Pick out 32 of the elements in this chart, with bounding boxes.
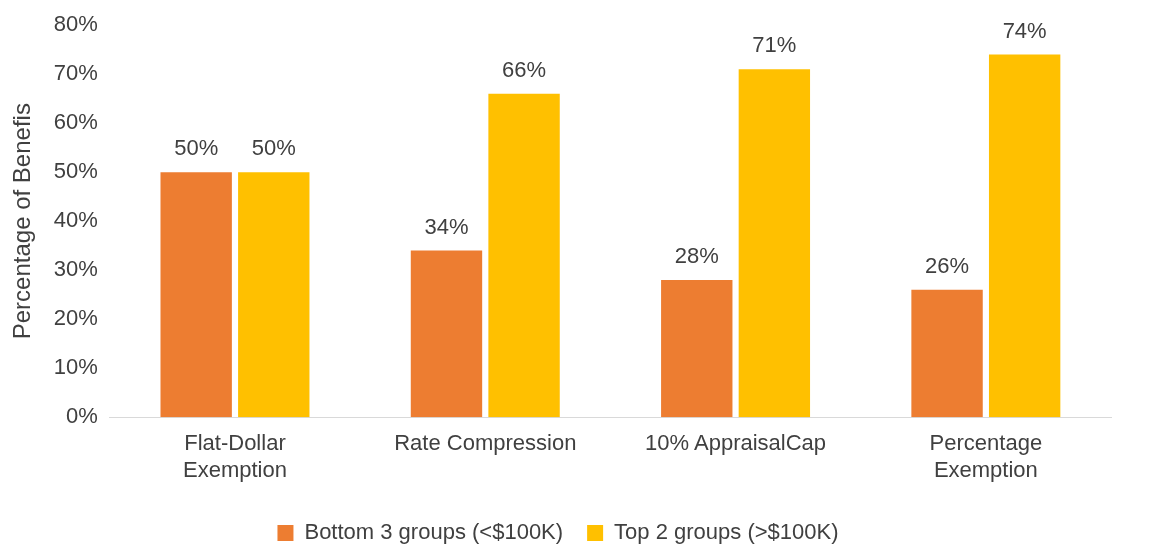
data-label: 28% xyxy=(674,243,719,269)
y-axis-title: Percentage of Benefis xyxy=(8,103,36,340)
data-label: 74% xyxy=(1002,17,1047,43)
bar xyxy=(988,54,1061,418)
y-tick-label: 10% xyxy=(53,354,98,380)
x-tick-label: Flat-Dollar Exemption xyxy=(183,430,287,482)
y-tick-label: 50% xyxy=(53,158,98,184)
x-tick-label: Rate Compression xyxy=(394,430,577,456)
y-tick-label: 30% xyxy=(53,256,98,282)
x-tick-label: Percentage Exemption xyxy=(929,430,1043,482)
y-tick-label: 40% xyxy=(53,207,98,233)
y-tick-label: 80% xyxy=(53,11,98,37)
bar xyxy=(738,69,811,418)
bar xyxy=(661,280,733,418)
data-label: 50% xyxy=(251,135,296,161)
data-label: 50% xyxy=(174,135,219,161)
legend-label: Top 2 groups (>$100K) xyxy=(614,519,839,545)
data-label: 71% xyxy=(752,32,797,58)
y-tick-label: 60% xyxy=(53,109,98,135)
bar xyxy=(911,289,983,418)
x-tick-label: 10% AppraisalCap xyxy=(645,430,827,456)
data-label: 34% xyxy=(424,213,469,239)
bar xyxy=(410,250,483,418)
bar xyxy=(238,172,310,418)
data-label: 66% xyxy=(502,56,547,82)
data-label: 26% xyxy=(925,252,970,278)
y-tick-label: 20% xyxy=(53,305,98,331)
bar xyxy=(488,93,560,418)
y-tick-label: 0% xyxy=(66,403,98,429)
legend-label: Bottom 3 groups (<$100K) xyxy=(304,519,564,545)
y-tick-label: 70% xyxy=(53,60,98,86)
bar xyxy=(160,172,232,418)
